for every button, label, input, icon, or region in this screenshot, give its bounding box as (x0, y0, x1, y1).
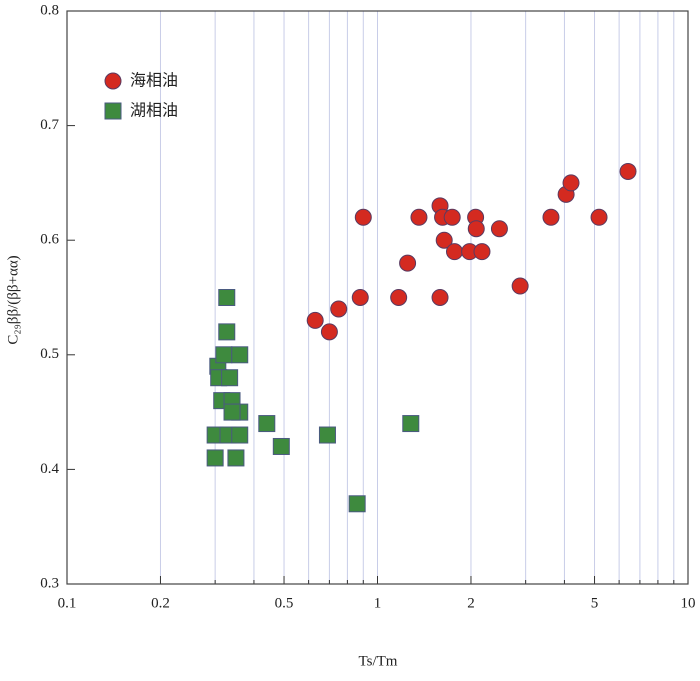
point (435, 231, 453, 249)
point (542, 208, 560, 226)
x-tick-label: 1 (374, 595, 382, 611)
x-tick-label: 10 (681, 595, 696, 611)
point (223, 403, 241, 421)
y-tick-label: 0.3 (40, 575, 59, 591)
y-axis-label: C₂₉ββ/(ββ+αα) (5, 255, 21, 344)
point (231, 426, 249, 444)
point (351, 289, 369, 306)
point (473, 243, 491, 261)
point (431, 289, 449, 306)
point (206, 449, 224, 467)
y-tick-label: 0.4 (40, 461, 59, 477)
point (306, 311, 324, 329)
point (348, 495, 366, 513)
y-tick-label: 0.5 (40, 346, 59, 362)
y-tick-label: 0.7 (40, 117, 59, 133)
x-tick-label: 0.1 (58, 595, 77, 611)
legend-text: 海相油 (130, 71, 178, 90)
point (445, 243, 463, 261)
point (231, 346, 249, 364)
point (320, 323, 338, 341)
point (258, 415, 276, 433)
legend-marker (104, 102, 122, 120)
point (443, 208, 461, 226)
point (218, 289, 236, 306)
point (215, 346, 233, 364)
point (562, 174, 580, 192)
point (390, 289, 408, 306)
x-axis-label: Ts/Tm (359, 653, 398, 669)
point (318, 426, 336, 444)
point (221, 369, 239, 387)
plot-frame (66, 10, 689, 585)
legend-marker (104, 72, 122, 90)
x-tick-label: 0.5 (275, 595, 294, 611)
x-tick-label: 2 (467, 595, 475, 611)
point (354, 208, 372, 226)
point (399, 254, 417, 272)
point (467, 220, 485, 238)
point (227, 449, 245, 467)
point (619, 162, 637, 180)
legend-text: 湖相油 (130, 101, 178, 120)
y-tick-label: 0.6 (40, 232, 59, 248)
point (590, 208, 608, 226)
x-tick-label: 0.2 (151, 595, 170, 611)
point (490, 220, 508, 238)
point (272, 437, 290, 455)
point (402, 415, 420, 433)
point (330, 300, 348, 318)
point (218, 323, 236, 341)
y-tick-label: 0.8 (40, 2, 59, 18)
x-tick-label: 5 (591, 595, 599, 611)
point (511, 277, 529, 295)
point (410, 208, 428, 226)
